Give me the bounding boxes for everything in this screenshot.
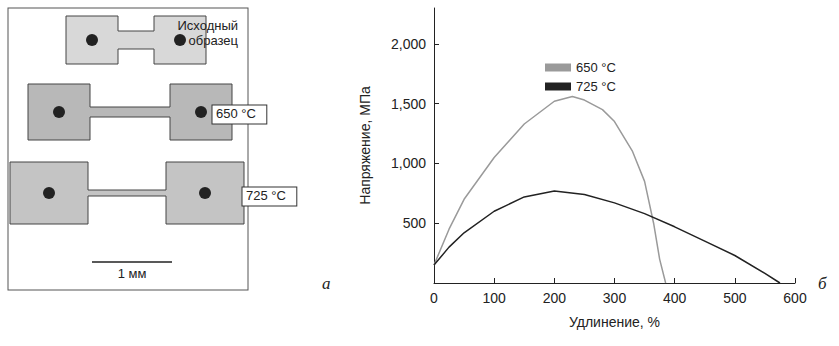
html-text:а: а: [322, 274, 331, 293]
svg-text:2,000: 2,000: [391, 36, 426, 52]
svg-text:образец: образец: [189, 33, 239, 48]
svg-text:500: 500: [723, 290, 747, 306]
svg-text:200: 200: [543, 290, 567, 306]
svg-text:725 °C: 725 °C: [576, 79, 616, 94]
svg-text:1 мм: 1 мм: [118, 266, 147, 281]
html-text:б: б: [818, 274, 827, 293]
svg-text:1,500: 1,500: [391, 96, 426, 112]
svg-text:400: 400: [663, 290, 687, 306]
svg-text:725 °C: 725 °C: [246, 188, 286, 203]
svg-text:600: 600: [783, 290, 807, 306]
svg-text:0: 0: [430, 290, 438, 306]
svg-text:Напряжение, МПа: Напряжение, МПа: [357, 86, 373, 205]
svg-text:Удлинение, %: Удлинение, %: [569, 314, 660, 330]
svg-text:Исходный: Исходный: [177, 18, 238, 33]
svg-text:1,000: 1,000: [391, 155, 426, 171]
svg-text:300: 300: [603, 290, 627, 306]
svg-text:500: 500: [403, 215, 427, 231]
svg-text:650 °C: 650 °C: [576, 60, 616, 75]
svg-text:650 °C: 650 °C: [216, 106, 256, 121]
svg-text:100: 100: [482, 290, 506, 306]
